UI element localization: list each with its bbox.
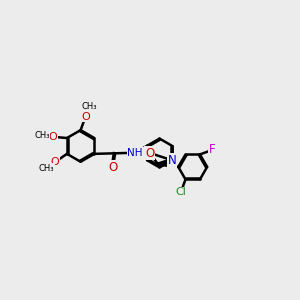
Text: N: N (168, 154, 176, 167)
Text: CH₃: CH₃ (39, 164, 54, 173)
Text: NH: NH (128, 148, 143, 158)
Text: O: O (51, 157, 59, 167)
Text: CH₃: CH₃ (34, 131, 50, 140)
Text: CH₃: CH₃ (81, 102, 97, 111)
Text: O: O (145, 146, 154, 160)
Text: Cl: Cl (175, 188, 186, 197)
Text: O: O (81, 112, 90, 122)
Text: O: O (108, 161, 118, 174)
Text: O: O (48, 132, 57, 142)
Text: F: F (209, 143, 216, 156)
